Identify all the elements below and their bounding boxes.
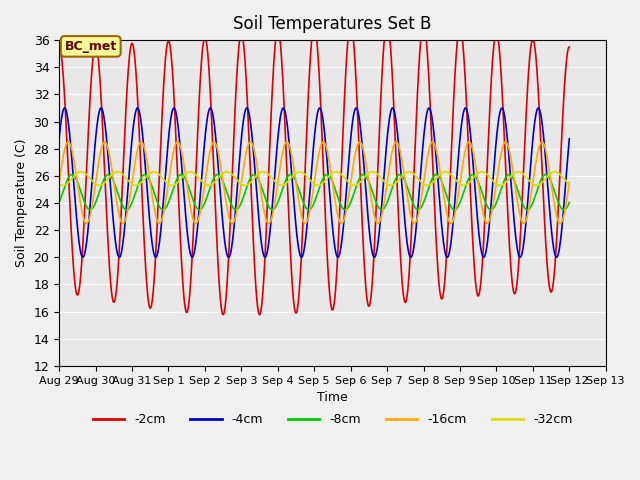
Line: -4cm: -4cm bbox=[59, 108, 570, 257]
Legend: -2cm, -4cm, -8cm, -16cm, -32cm: -2cm, -4cm, -8cm, -16cm, -32cm bbox=[88, 408, 577, 432]
-2cm bbox=[292, 310, 300, 316]
-32cm bbox=[478, 169, 486, 175]
Title: Soil Temperatures Set B: Soil Temperatures Set B bbox=[233, 15, 431, 33]
-16cm bbox=[566, 180, 573, 186]
-4cm bbox=[534, 105, 542, 111]
-4cm bbox=[298, 254, 305, 260]
-4cm bbox=[282, 114, 290, 120]
-4cm bbox=[55, 136, 63, 142]
-16cm bbox=[346, 186, 354, 192]
-32cm bbox=[95, 182, 102, 188]
-8cm bbox=[55, 200, 63, 205]
Line: -2cm: -2cm bbox=[59, 23, 570, 315]
-4cm bbox=[116, 254, 124, 260]
Line: -8cm: -8cm bbox=[59, 175, 570, 210]
-2cm bbox=[566, 44, 573, 50]
-16cm bbox=[173, 139, 181, 145]
-32cm bbox=[116, 169, 124, 175]
-4cm bbox=[346, 145, 354, 151]
-8cm bbox=[323, 172, 331, 178]
-2cm bbox=[383, 20, 391, 26]
-32cm bbox=[205, 182, 212, 188]
X-axis label: Time: Time bbox=[317, 391, 348, 404]
-4cm bbox=[291, 216, 299, 222]
-32cm bbox=[346, 180, 354, 186]
-8cm bbox=[86, 207, 94, 213]
-32cm bbox=[566, 181, 573, 187]
-8cm bbox=[346, 201, 354, 207]
-16cm bbox=[272, 192, 280, 198]
-8cm bbox=[272, 204, 280, 209]
-16cm bbox=[116, 213, 124, 219]
-4cm bbox=[95, 111, 102, 117]
-32cm bbox=[272, 180, 280, 185]
-2cm bbox=[283, 158, 291, 164]
Text: BC_met: BC_met bbox=[65, 40, 117, 53]
-32cm bbox=[55, 181, 63, 187]
-8cm bbox=[116, 196, 124, 202]
-16cm bbox=[447, 220, 454, 226]
-4cm bbox=[566, 136, 573, 142]
-16cm bbox=[55, 180, 63, 186]
-16cm bbox=[95, 159, 102, 165]
-8cm bbox=[566, 200, 573, 205]
-4cm bbox=[272, 161, 280, 167]
-2cm bbox=[116, 245, 124, 251]
-2cm bbox=[95, 60, 102, 65]
-8cm bbox=[283, 176, 291, 181]
-2cm bbox=[272, 35, 280, 40]
-32cm bbox=[283, 180, 291, 186]
Line: -16cm: -16cm bbox=[59, 142, 570, 223]
-16cm bbox=[292, 178, 300, 183]
-2cm bbox=[256, 312, 264, 318]
-8cm bbox=[95, 190, 103, 196]
-16cm bbox=[283, 139, 291, 145]
Y-axis label: Soil Temperature (C): Soil Temperature (C) bbox=[15, 139, 28, 267]
-8cm bbox=[292, 178, 300, 184]
-2cm bbox=[346, 23, 354, 29]
-32cm bbox=[292, 170, 300, 176]
Line: -32cm: -32cm bbox=[59, 172, 570, 185]
-2cm bbox=[55, 44, 63, 50]
